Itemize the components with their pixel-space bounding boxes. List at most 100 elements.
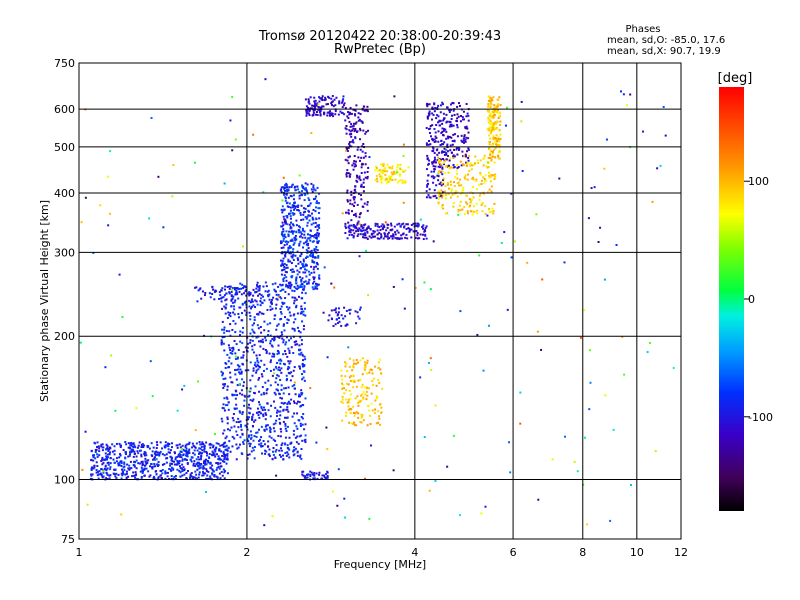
data-point bbox=[188, 442, 191, 445]
data-point bbox=[491, 129, 494, 132]
data-point bbox=[392, 469, 395, 472]
data-point bbox=[454, 189, 457, 192]
data-point bbox=[364, 223, 367, 226]
colorbar-label: [deg] bbox=[718, 71, 753, 86]
data-point bbox=[307, 281, 310, 284]
data-point bbox=[425, 225, 428, 228]
data-point bbox=[457, 181, 460, 184]
data-point bbox=[117, 473, 120, 476]
data-point bbox=[180, 448, 183, 451]
data-point bbox=[356, 311, 359, 314]
data-point bbox=[364, 163, 367, 166]
data-point bbox=[122, 449, 125, 452]
data-point bbox=[377, 421, 380, 424]
data-point bbox=[462, 139, 465, 142]
data-point bbox=[92, 467, 95, 470]
data-point bbox=[258, 443, 261, 446]
data-point bbox=[223, 328, 226, 331]
data-point bbox=[185, 459, 188, 462]
data-point bbox=[367, 294, 370, 297]
data-point bbox=[220, 417, 223, 420]
data-point bbox=[222, 445, 225, 448]
data-point bbox=[438, 170, 441, 173]
data-point bbox=[426, 117, 429, 120]
data-point bbox=[442, 119, 445, 122]
data-point bbox=[310, 271, 313, 274]
data-point bbox=[112, 458, 115, 461]
data-point bbox=[587, 217, 590, 220]
data-point bbox=[224, 470, 227, 473]
data-point bbox=[242, 381, 245, 384]
data-point bbox=[315, 233, 318, 236]
data-point bbox=[260, 312, 263, 315]
data-point bbox=[214, 289, 217, 292]
data-point bbox=[284, 387, 287, 390]
data-point bbox=[357, 379, 360, 382]
data-point bbox=[340, 324, 343, 327]
data-point bbox=[293, 212, 296, 215]
data-point bbox=[235, 378, 238, 381]
data-point bbox=[270, 436, 273, 439]
data-point bbox=[287, 247, 290, 250]
data-point bbox=[313, 249, 316, 252]
data-point bbox=[252, 351, 255, 354]
data-point bbox=[94, 451, 97, 454]
data-point bbox=[280, 208, 283, 211]
data-point bbox=[366, 203, 369, 206]
data-point bbox=[281, 301, 284, 304]
data-point bbox=[298, 197, 301, 200]
data-point bbox=[318, 227, 321, 230]
data-point bbox=[316, 231, 319, 234]
data-point bbox=[356, 148, 359, 151]
data-point bbox=[351, 203, 354, 206]
data-point bbox=[381, 227, 384, 230]
data-point bbox=[445, 121, 448, 124]
data-point bbox=[372, 235, 375, 238]
data-point bbox=[138, 462, 141, 465]
data-point bbox=[384, 235, 387, 238]
data-point bbox=[226, 285, 229, 288]
data-point bbox=[464, 127, 467, 130]
data-point bbox=[288, 311, 291, 314]
data-point bbox=[98, 447, 101, 450]
data-point bbox=[301, 378, 304, 381]
data-point bbox=[273, 318, 276, 321]
data-point bbox=[354, 160, 357, 163]
data-point bbox=[267, 409, 270, 412]
data-point bbox=[241, 378, 244, 381]
data-point bbox=[90, 473, 93, 476]
data-point bbox=[456, 166, 459, 169]
data-point bbox=[354, 122, 357, 125]
data-point bbox=[275, 377, 278, 380]
data-point bbox=[450, 188, 453, 191]
data-point bbox=[370, 444, 373, 447]
data-point bbox=[310, 252, 313, 255]
data-point bbox=[117, 462, 120, 465]
data-point bbox=[287, 282, 290, 285]
data-point bbox=[431, 137, 434, 140]
data-point bbox=[236, 394, 239, 397]
data-point bbox=[86, 503, 89, 506]
data-point bbox=[325, 426, 328, 429]
data-point bbox=[252, 367, 255, 370]
data-point bbox=[280, 264, 283, 267]
data-point bbox=[182, 448, 185, 451]
data-point bbox=[456, 124, 459, 127]
data-point bbox=[292, 454, 295, 457]
data-point bbox=[441, 150, 444, 153]
data-point bbox=[488, 126, 491, 129]
data-point bbox=[476, 209, 479, 212]
data-point bbox=[291, 212, 294, 215]
data-point bbox=[306, 282, 309, 285]
data-point bbox=[176, 446, 179, 449]
data-point bbox=[300, 457, 303, 460]
data-point bbox=[315, 245, 318, 248]
data-point bbox=[153, 462, 156, 465]
data-point bbox=[265, 424, 268, 427]
data-point bbox=[301, 363, 304, 366]
data-point bbox=[304, 438, 307, 441]
data-point bbox=[226, 404, 229, 407]
data-point bbox=[240, 372, 243, 375]
data-point bbox=[387, 166, 390, 169]
data-point bbox=[370, 402, 373, 405]
